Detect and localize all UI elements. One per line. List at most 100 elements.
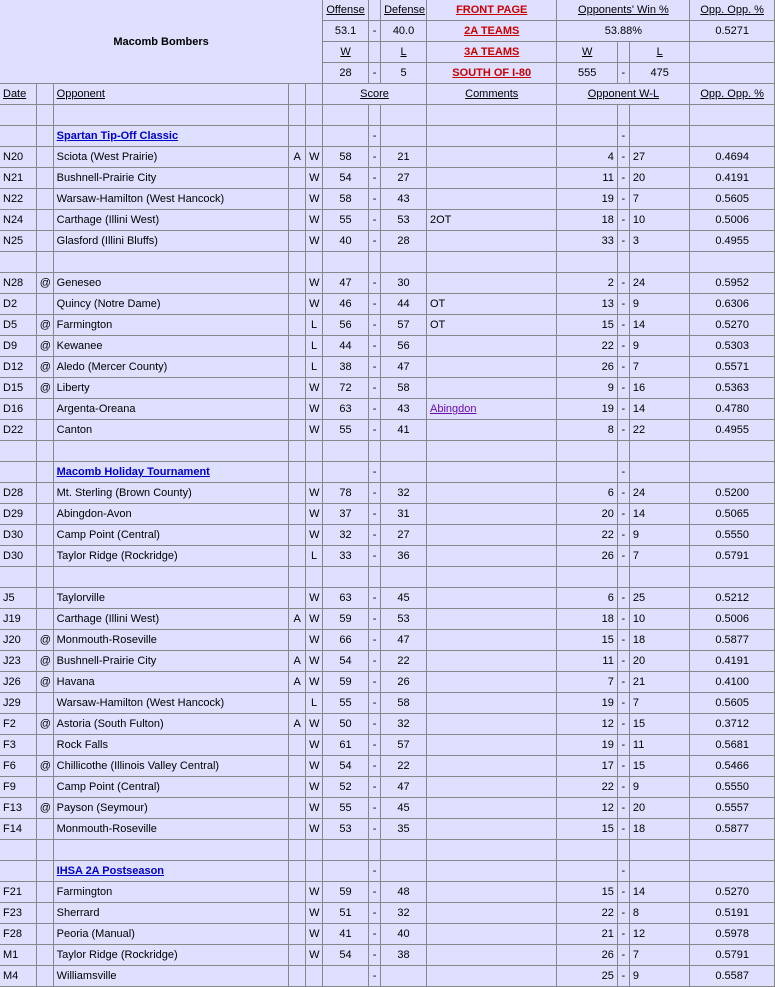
game-date: D2 (0, 294, 36, 315)
opp-wins: 4 (557, 147, 617, 168)
result: W (306, 231, 323, 252)
link-south[interactable]: SOUTH OF I-80 (452, 67, 531, 79)
score-for: 55 (323, 693, 369, 714)
opp-wins: 22 (557, 525, 617, 546)
score-for: 59 (323, 672, 369, 693)
at-indicator (36, 945, 53, 966)
at-indicator (36, 399, 53, 420)
comments-cell (426, 588, 556, 609)
col-opponent: Opponent (53, 84, 289, 105)
score-for: 54 (323, 945, 369, 966)
result: W (306, 189, 323, 210)
score-for: 58 (323, 189, 369, 210)
away-indicator (289, 903, 306, 924)
opp-wins: 17 (557, 756, 617, 777)
opp-losses: 22 (629, 420, 689, 441)
score-against: 47 (381, 630, 427, 651)
defense-value: 40.0 (381, 21, 427, 42)
result: W (306, 903, 323, 924)
result: L (306, 546, 323, 567)
result: W (306, 672, 323, 693)
result (306, 966, 323, 987)
comment-link[interactable]: Abingdon (430, 403, 477, 415)
score-for: 54 (323, 651, 369, 672)
score-against: 31 (381, 504, 427, 525)
opp-losses: 14 (629, 399, 689, 420)
opponent-name: Geneseo (53, 273, 289, 294)
at-indicator (36, 189, 53, 210)
comments-cell (426, 903, 556, 924)
opp-wins: 6 (557, 483, 617, 504)
opp-opp-pct: 0.4694 (690, 147, 775, 168)
score-against: 28 (381, 231, 427, 252)
section-title[interactable]: IHSA 2A Postseason (57, 865, 164, 877)
away-indicator (289, 756, 306, 777)
opp-wins: 8 (557, 420, 617, 441)
opponent-name: Taylorville (53, 588, 289, 609)
opp-wins: 9 (557, 378, 617, 399)
score-for: 58 (323, 147, 369, 168)
link-2a-teams[interactable]: 2A TEAMS (464, 25, 519, 37)
opponent-name: Canton (53, 420, 289, 441)
at-indicator: @ (36, 756, 53, 777)
away-indicator (289, 546, 306, 567)
at-indicator: @ (36, 273, 53, 294)
away-indicator (289, 399, 306, 420)
game-date: F28 (0, 924, 36, 945)
opp-opp-pct: 0.5877 (690, 819, 775, 840)
section-title[interactable]: Spartan Tip-Off Classic (57, 130, 178, 142)
score-for: 59 (323, 609, 369, 630)
opponent-name: Chillicothe (Illinois Valley Central) (53, 756, 289, 777)
score-against: 58 (381, 378, 427, 399)
score-for: 72 (323, 378, 369, 399)
game-date: D9 (0, 336, 36, 357)
opponent-name: Havana (53, 672, 289, 693)
comments-cell (426, 546, 556, 567)
score-for: 53 (323, 819, 369, 840)
score-for: 63 (323, 399, 369, 420)
result: L (306, 693, 323, 714)
opp-opp-pct: 0.5557 (690, 798, 775, 819)
opp-opp-pct: 0.5550 (690, 525, 775, 546)
away-indicator (289, 882, 306, 903)
score-against: 48 (381, 882, 427, 903)
score-against: 32 (381, 483, 427, 504)
col-opp-wl: Opponent W-L (588, 88, 659, 100)
game-date: J26 (0, 672, 36, 693)
opp-losses: 10 (629, 609, 689, 630)
result: W (306, 525, 323, 546)
game-date: M4 (0, 966, 36, 987)
opp-losses: 8 (629, 903, 689, 924)
result: L (306, 357, 323, 378)
game-date: N28 (0, 273, 36, 294)
at-indicator: @ (36, 357, 53, 378)
game-date: D22 (0, 420, 36, 441)
score-against (381, 966, 427, 987)
score-against: 30 (381, 273, 427, 294)
away-indicator (289, 966, 306, 987)
opp-wins: 25 (557, 966, 617, 987)
score-against: 44 (381, 294, 427, 315)
opp-losses: 14 (629, 882, 689, 903)
away-indicator (289, 336, 306, 357)
opp-wins-total: 555 (557, 63, 617, 84)
score-for: 44 (323, 336, 369, 357)
comments-cell (426, 777, 556, 798)
section-title[interactable]: Macomb Holiday Tournament (57, 466, 210, 478)
link-front-page[interactable]: FRONT PAGE (456, 4, 527, 16)
result: W (306, 945, 323, 966)
opponent-name: Peoria (Manual) (53, 924, 289, 945)
score-against: 38 (381, 945, 427, 966)
at-indicator (36, 777, 53, 798)
opp-opp-pct: 0.4191 (690, 168, 775, 189)
at-indicator: @ (36, 336, 53, 357)
score-against: 35 (381, 819, 427, 840)
link-3a-teams[interactable]: 3A TEAMS (464, 46, 519, 58)
score-against: 56 (381, 336, 427, 357)
offense-label: Offense (326, 4, 364, 16)
opp-wins: 6 (557, 588, 617, 609)
col-date: Date (0, 84, 36, 105)
opp-opp-pct: 0.5978 (690, 924, 775, 945)
opponent-name: Argenta-Oreana (53, 399, 289, 420)
opp-opp-pct: 0.5587 (690, 966, 775, 987)
